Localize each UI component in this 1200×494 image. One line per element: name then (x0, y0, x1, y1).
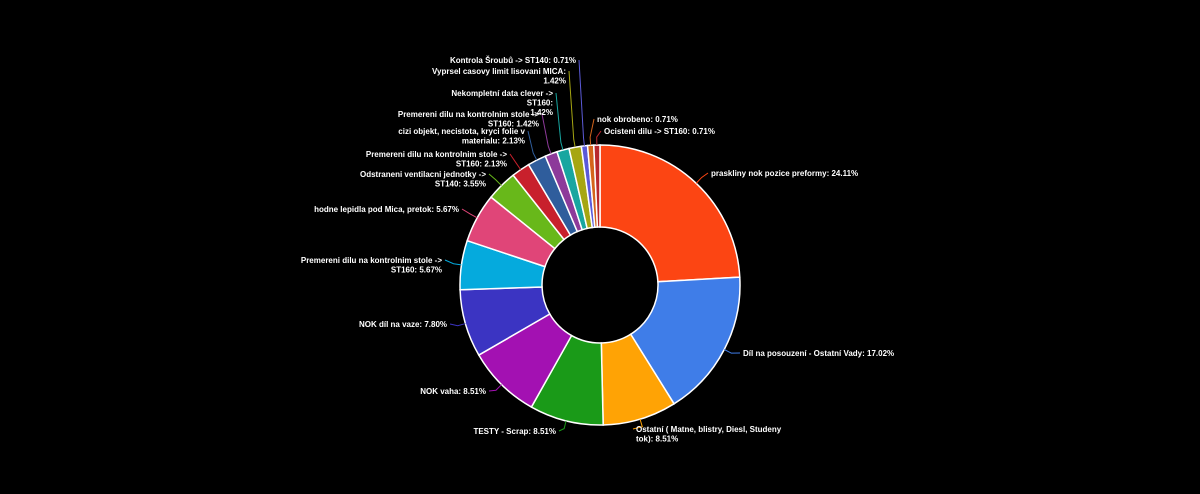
data-label-3: Ostatní ( Matne, blistry, Diesl, Studeny… (636, 425, 782, 444)
slices-group (459, 144, 741, 426)
slice-2-dil-na-posouzeni-ostatni-vady[interactable] (629, 276, 741, 405)
leader-line-5 (488, 384, 502, 392)
data-label-9: Odstraneni ventilacni jednotky -> ST140: … (360, 170, 486, 189)
data-label-11: cizi objekt, necistota, kryci folie v mat… (398, 127, 525, 146)
data-label-2: Díl na posouzení - Ostatní Vady: 17.02% (743, 349, 894, 358)
leader-line-6 (449, 323, 466, 327)
leader-line-16 (589, 118, 595, 146)
data-label-17: Ocisteni dilu -> ST160: 0.71% (604, 127, 715, 136)
slice-1-praskliny-nok-pozice-preformy[interactable] (599, 144, 741, 283)
data-labels-group: praskliny nok pozice preformy: 24.11% Díl… (301, 56, 894, 444)
leader-line-15 (578, 59, 585, 146)
leader-line-14 (568, 70, 576, 148)
leader-line-10 (509, 153, 522, 170)
leader-line-7 (444, 259, 462, 266)
data-label-4: TESTY - Scrap: 8.51% (473, 427, 556, 436)
leader-line-12 (541, 113, 552, 154)
data-label-5: NOK vaha: 8.51% (420, 387, 486, 396)
data-label-6: NOK díl na vaze: 7.80% (359, 320, 447, 329)
data-label-14: Vyprsel casovy limit lisovani MICA: 1.42% (432, 67, 566, 86)
leader-line-3 (632, 419, 643, 430)
leader-line-8 (461, 208, 478, 219)
data-label-16: nok obrobeno: 0.71% (597, 115, 678, 124)
slice-17-ocisteni-dilu-st160[interactable] (592, 144, 601, 228)
leader-line-13 (555, 92, 564, 151)
leader-line-9 (488, 173, 502, 186)
data-label-8: hodne lepidla pod Mica, pretok: 5.67% (314, 205, 459, 214)
data-label-12: Premereni dilu na kontrolnim stole -> ST1… (398, 110, 539, 129)
leader-line-11 (527, 130, 538, 161)
data-label-7: Premereni dilu na kontrolnim stole -> ST1… (301, 256, 442, 275)
leader-lines-group (444, 59, 741, 432)
data-label-1: praskliny nok pozice preformy: 24.11% (711, 169, 858, 178)
data-label-13: Nekompletní data clever -> ST160: 1.42% (451, 89, 553, 117)
data-label-10: Premereni dilu na kontrolnim stole -> ST1… (366, 150, 507, 169)
leader-line-4 (558, 420, 567, 432)
leader-line-17 (596, 130, 602, 146)
leader-line-1 (695, 172, 709, 184)
data-label-15: Kontrola Šroubů -> ST140: 0.71% (450, 56, 576, 65)
leader-line-2 (724, 349, 741, 354)
